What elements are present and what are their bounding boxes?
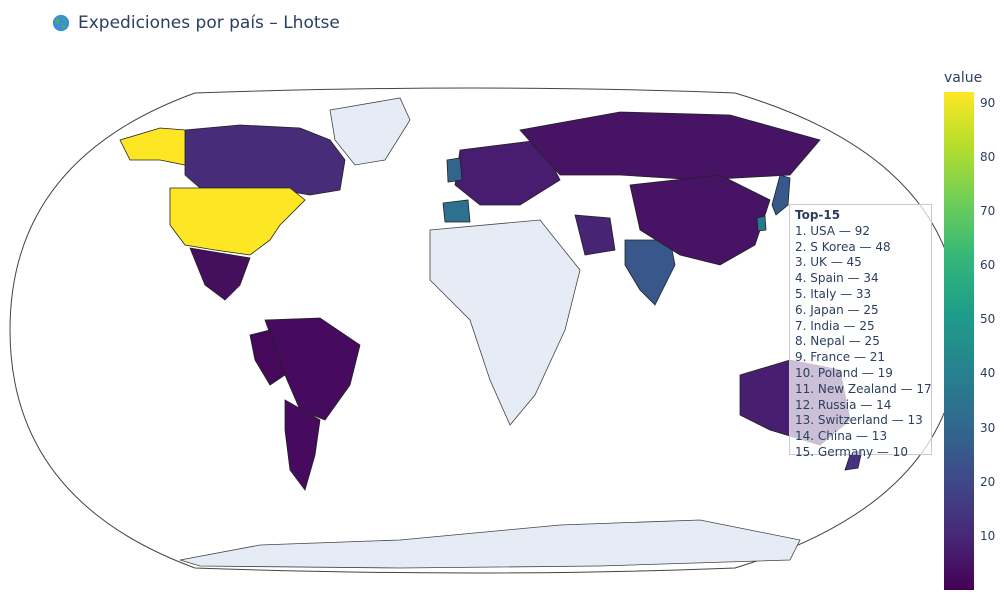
title-text: Expediciones por país – Lhotse [78,13,340,33]
country-spain[interactable] [442,199,471,223]
annotation-row: 15. Germany — 10 [795,444,908,459]
country-s-korea[interactable] [756,215,767,232]
colorbar-tick-label: 30 [980,420,996,435]
country-usa-alaska[interactable] [119,127,186,166]
colorbar [944,92,974,590]
colorbar-tick-label: 70 [980,204,996,219]
country-iran[interactable] [574,214,616,256]
annotation-row: 2. S Korea — 48 [795,239,891,254]
colorbar-title: value [944,70,983,86]
country-africa[interactable] [429,219,581,426]
annotation-row: 11. New Zealand — 17 [795,381,932,396]
country-china[interactable] [629,174,771,266]
annotation-row: 3. UK — 45 [795,255,862,270]
top15-annotation: Top-15 1. USA — 92 2. S Korea — 48 3. UK… [789,204,932,459]
country-greenland[interactable] [329,97,411,166]
country-argentina[interactable] [284,399,321,491]
colorbar-tick-label: 10 [980,528,996,543]
country-usa[interactable] [169,187,306,256]
country-canada[interactable] [184,124,346,196]
annotation-row: 7. India — 25 [795,318,875,333]
country-japan[interactable] [771,174,791,216]
country-mexico[interactable] [189,247,251,301]
annotation-row: 6. Japan — 25 [795,302,879,317]
colorbar-tick-label: 60 [980,258,996,273]
country-russia[interactable] [519,111,821,181]
country-uk[interactable] [446,157,463,183]
globe-icon [52,14,70,32]
country-antarctica[interactable] [179,519,801,569]
colorbar-tick-label: 80 [980,149,996,164]
annotation-row: 10. Poland — 19 [795,365,893,380]
colorbar-tick-label: 50 [980,312,996,327]
annotation-row: 9. France — 21 [795,350,886,365]
annotation-row: 14. China — 13 [795,429,888,444]
annotation-row: 13. Switzerland — 13 [795,413,923,428]
colorbar-tick-label: 40 [980,366,996,381]
country-brazil[interactable] [264,317,361,421]
colorbar-tick-label: 20 [980,474,996,489]
annotation-row: 5. Italy — 33 [795,286,872,301]
annotation-heading: Top-15 [795,208,841,222]
colorbar-tick-label: 90 [980,95,996,110]
annotation-row: 8. Nepal — 25 [795,334,880,349]
annotation-row: 4. Spain — 34 [795,271,879,286]
annotation-row: 12. Russia — 14 [795,397,892,412]
annotation-row: 1. USA — 92 [795,223,870,238]
country-peru[interactable] [249,329,286,386]
chart-title: Expediciones por país – Lhotse [52,13,340,33]
